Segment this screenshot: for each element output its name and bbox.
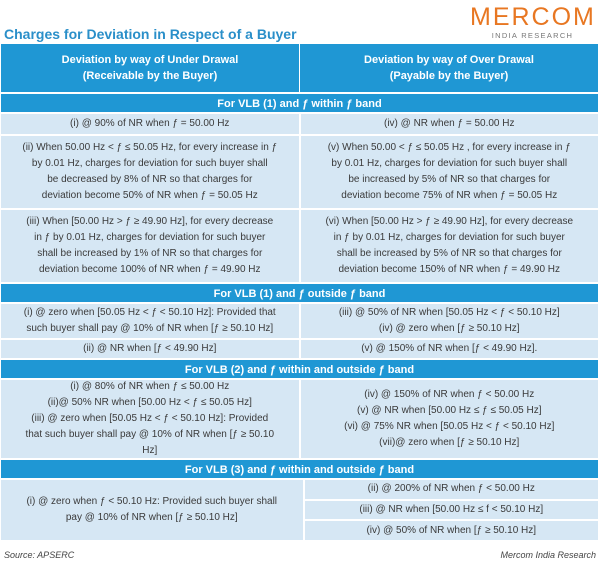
cell-text: be increased by 5% of NR so that charges… [348,174,551,185]
cell-text: deviation become 100% of NR when ƒ = 49.… [38,264,261,275]
header-left-line1: Deviation by way of Under Drawal [61,54,239,66]
cell-right: (v) When 50.00 < ƒ ≤ 50.05 Hz , for ever… [301,136,599,208]
cell-text: (vii)@ zero when [ƒ ≥ 50.10 Hz] [379,437,520,448]
credit-note: Mercom India Research [500,550,596,560]
cell-text: (iv) @ 150% of NR when ƒ < 50.00 Hz [364,389,535,400]
cell-text: (i) @ zero when ƒ < 50.10 Hz: Provided s… [26,496,278,507]
cell-text: deviation become 75% of NR when ƒ = 50.0… [341,190,558,201]
cell-left: (i) @ zero when ƒ < 50.10 Hz: Provided s… [1,480,305,540]
cell-text: (iii) @ NR when [50.00 Hz ≤ f < 50.10 Hz… [359,504,544,515]
cell-text: (iii) @ 50% of NR when [50.05 Hz < ƒ < 5… [338,307,560,318]
cell-text: (vi) @ 75% NR when [50.05 Hz < ƒ < 50.10… [344,421,555,432]
page-title: Charges for Deviation in Respect of a Bu… [4,26,297,42]
cell-text: such buyer shall pay @ 10% of NR when [ƒ… [26,323,274,334]
header-over-drawal: Deviation by way of Over Drawal (Payable … [300,44,598,92]
cell-text: by 0.01 Hz, charges for deviation for su… [31,158,268,169]
logo-main-text: MERCOM [470,3,596,31]
table-row: (i) @ zero when [50.05 Hz < ƒ < 50.10 Hz… [1,302,598,338]
mercom-logo: MERCOM INDIA RESEARCH [470,3,595,40]
cell-text: deviation become 150% of NR when ƒ = 49.… [338,264,561,275]
cell-text: (i) @ 80% of NR when ƒ ≤ 50.00 Hz [70,381,230,392]
cell-text: in ƒ by 0.01 Hz, charges for deviation f… [333,232,565,243]
cell-text: (iii) @ zero when [50.05 Hz < ƒ < 50.10 … [31,413,269,424]
cell-text: in ƒ by 0.01 Hz, charges for deviation f… [34,232,266,243]
cell-text: deviation become 50% of NR when ƒ = 50.0… [41,190,258,201]
table-row: (ii) @ NR when [ƒ < 49.90 Hz] (v) @ 150%… [1,338,598,358]
header-under-drawal: Deviation by way of Under Drawal (Receiva… [1,44,300,92]
section-vlb1-within: For VLB (1) and ƒ within ƒ band [1,92,598,112]
header-right-line2: (Payable by the Buyer) [389,70,509,82]
cell-text: (ii) @ NR when [ƒ < 49.90 Hz] [83,343,217,354]
cell-right: (ii) @ 200% of NR when ƒ < 50.00 Hz (iii… [304,480,599,540]
deviation-charges-table: Deviation by way of Under Drawal (Receiva… [1,44,598,540]
sub-cell: (iii) @ NR when [50.00 Hz ≤ f < 50.10 Hz… [304,498,598,520]
cell-left: (iii) When [50.00 Hz > ƒ ≥ 49.90 Hz], fo… [1,210,301,282]
cell-left: (i) @ 80% of NR when ƒ ≤ 50.00 Hz (ii)@ … [1,380,301,458]
cell-text: pay @ 10% of NR when [ƒ ≥ 50.10 Hz] [65,512,238,523]
section-vlb1-outside: For VLB (1) and ƒ outside ƒ band [1,282,598,302]
sub-cell: (ii) @ 200% of NR when ƒ < 50.00 Hz [305,480,599,499]
cell-text: (iv) @ NR when ƒ = 50.00 Hz [384,118,515,129]
source-note: Source: APSERC [4,550,75,560]
cell-text: (i) @ zero when [50.05 Hz < ƒ < 50.10 Hz… [23,307,276,318]
cell-text: (ii)@ 50% NR when [50.00 Hz < ƒ ≤ 50.05 … [47,397,252,408]
table-row: (i) @ 80% of NR when ƒ ≤ 50.00 Hz (ii)@ … [1,378,598,458]
cell-text: be decreased by 8% of NR so that charges… [47,174,253,185]
cell-left: (ii) @ NR when [ƒ < 49.90 Hz] [1,340,301,358]
cell-text: shall be increased by 5% of NR so that c… [336,248,562,259]
cell-text: (v) When 50.00 < ƒ ≤ 50.05 Hz , for ever… [327,142,571,153]
cell-text: (v) @ 150% of NR when [ƒ < 49.90 Hz]. [361,343,538,354]
table-row: (ii) When 50.00 Hz < ƒ ≤ 50.05 Hz, for e… [1,134,598,208]
cell-text: (ii) @ 200% of NR when ƒ < 50.00 Hz [367,483,535,495]
table-row: (iii) When [50.00 Hz > ƒ ≥ 49.90 Hz], fo… [1,208,598,282]
cell-text: (vi) When [50.00 Hz > ƒ ≥ 49.90 Hz], for… [325,216,574,227]
cell-text: by 0.01 Hz, charges for deviation for su… [331,158,568,169]
table-row: (i) @ 90% of NR when ƒ = 50.00 Hz (iv) @… [1,112,598,134]
table-row: (i) @ zero when ƒ < 50.10 Hz: Provided s… [1,478,598,540]
cell-text: (i) @ 90% of NR when ƒ = 50.00 Hz [70,118,230,129]
cell-left: (i) @ zero when [50.05 Hz < ƒ < 50.10 Hz… [1,304,301,338]
cell-text: (iv) @ zero when [ƒ ≥ 50.10 Hz] [378,323,520,334]
header-right-line1: Deviation by way of Over Drawal [364,54,534,66]
cell-text: shall be increased by 1% of NR so that c… [37,248,263,259]
header-left-line2: (Receivable by the Buyer) [82,70,218,82]
cell-text: (ii) When 50.00 Hz < ƒ ≤ 50.05 Hz, for e… [22,142,278,153]
cell-left: (ii) When 50.00 Hz < ƒ ≤ 50.05 Hz, for e… [1,136,301,208]
cell-right: (iii) @ 50% of NR when [50.05 Hz < ƒ < 5… [301,304,599,338]
cell-right: (iv) @ 150% of NR when ƒ < 50.00 Hz (v) … [301,380,599,458]
cell-text: (v) @ NR when [50.00 Hz ≤ ƒ ≤ 50.05 Hz] [356,405,542,416]
cell-text: (iv) @ 50% of NR when [ƒ ≥ 50.10 Hz] [366,524,537,536]
table-header: Deviation by way of Under Drawal (Receiva… [1,44,598,92]
sub-cell: (iv) @ 50% of NR when [ƒ ≥ 50.10 Hz] [304,519,598,540]
cell-right: (vi) When [50.00 Hz > ƒ ≥ 49.90 Hz], for… [301,210,599,282]
cell-text: Hz] [142,445,158,456]
section-vlb3: For VLB (3) and ƒ within and outside ƒ b… [1,458,598,478]
logo-sub-text: INDIA RESEARCH [491,31,574,40]
cell-text: that such buyer shall pay @ 10% of NR wh… [25,429,275,440]
section-vlb2: For VLB (2) and ƒ within and outside ƒ b… [1,358,598,378]
cell-text: (iii) When [50.00 Hz > ƒ ≥ 49.90 Hz], fo… [26,216,274,227]
cell-right: (iv) @ NR when ƒ = 50.00 Hz [301,114,599,134]
cell-left: (i) @ 90% of NR when ƒ = 50.00 Hz [1,114,301,134]
cell-right: (v) @ 150% of NR when [ƒ < 49.90 Hz]. [301,340,599,358]
